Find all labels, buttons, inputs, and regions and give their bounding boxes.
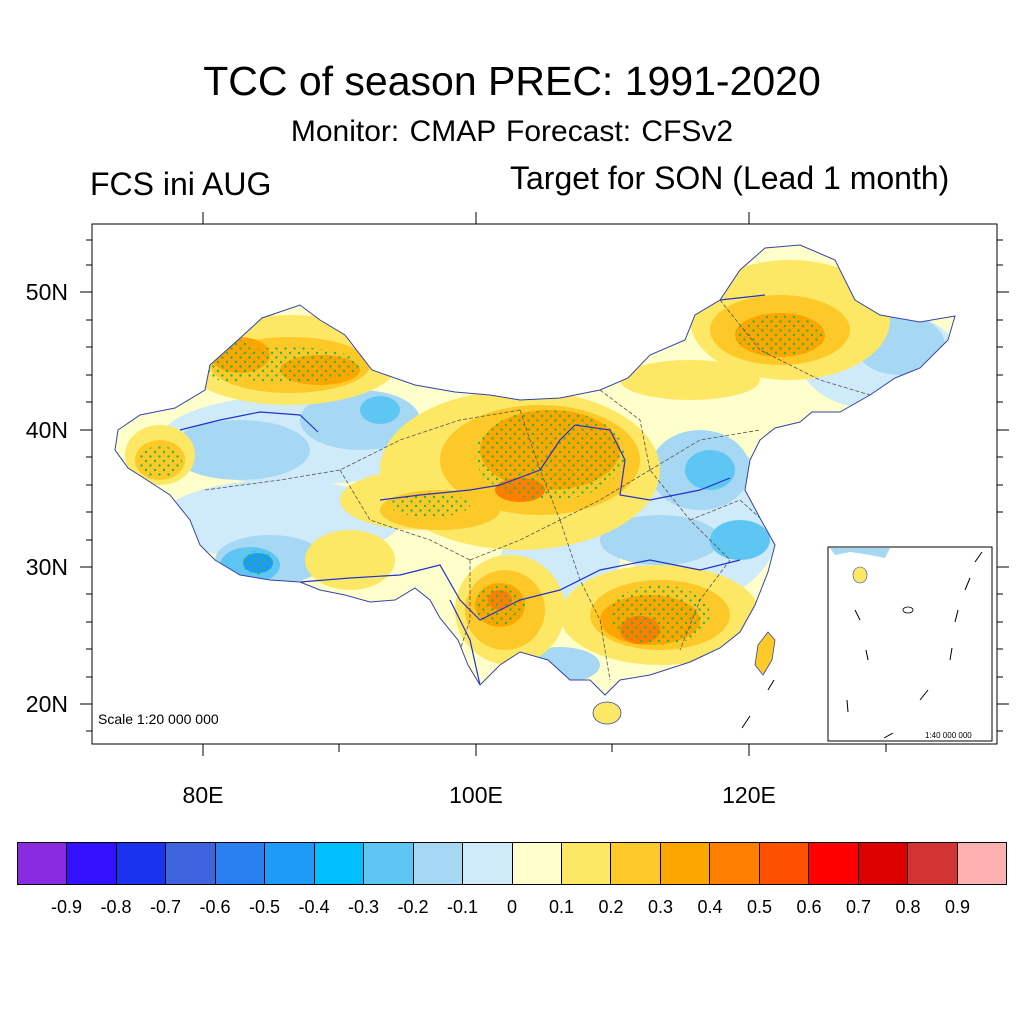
lon-label-100e: 100E: [449, 782, 503, 808]
south-china-sea-inset: [827, 546, 993, 742]
colorbar-box-5: [265, 843, 315, 884]
inset-scale-note: 1:40 000 000: [925, 731, 972, 740]
colorbar-box-11: [561, 843, 612, 884]
taiwan-island: [754, 631, 776, 676]
colorbar-label: 0.6: [796, 897, 822, 917]
colorbar-box-18: [908, 843, 958, 884]
colorbar-label: 0.9: [944, 897, 971, 917]
colorbar-label: 0.3: [647, 897, 674, 917]
colorbar-box-6: [314, 843, 365, 884]
colorbar-box-3: [166, 843, 216, 884]
colorbar-box-19: [957, 843, 1007, 884]
china-outline: [114, 244, 956, 696]
colorbar-label: 0.2: [598, 897, 624, 917]
plot-title: TCC of season PREC: 1991-2020: [203, 58, 821, 104]
colorbar-box-2: [116, 843, 167, 884]
colorbar-label: 0: [506, 897, 517, 917]
colorbar-box-15: [759, 843, 810, 884]
lat-label-50n: 50N: [25, 279, 68, 305]
colorbar-box-7: [364, 843, 414, 884]
colorbar-label: -0.9: [50, 897, 83, 917]
hainan-island: [592, 701, 622, 725]
colorbar-label: -0.2: [397, 897, 429, 917]
colorbar-box-1: [67, 843, 117, 884]
colorbar-label: 0.4: [697, 897, 723, 917]
colorbar-label: 0.8: [895, 897, 921, 917]
colorbar-label: 0.1: [548, 897, 575, 917]
colorbar-box-0: [18, 843, 68, 884]
colorbar-label: 0.7: [845, 897, 872, 917]
colorbar: [17, 842, 1007, 885]
target-season-label: Target for SON (Lead 1 month): [510, 160, 950, 196]
colorbar-label: -0.7: [149, 897, 182, 917]
china-correlation-map: [80, 212, 1009, 756]
colorbar-label: -0.6: [199, 897, 231, 917]
rivers: [179, 294, 766, 686]
colorbar-box-10: [512, 843, 562, 884]
lat-label-20n: 20N: [25, 691, 68, 717]
scale-note: Scale 1:20 000 000: [98, 711, 219, 727]
colorbar-box-9: [463, 843, 513, 884]
colorbar-box-12: [611, 843, 661, 884]
colorbar-label: 0.5: [746, 897, 773, 917]
colorbar-box-13: [660, 843, 711, 884]
lon-label-80e: 80E: [182, 782, 224, 808]
colorbar-box-8: [413, 843, 464, 884]
lon-label-120e: 120E: [722, 782, 776, 808]
colorbar-label: -0.4: [298, 897, 330, 917]
colorbar-box-14: [710, 843, 760, 884]
colorbar-box-17: [858, 843, 909, 884]
colorbar-label: -0.8: [100, 897, 132, 917]
lat-label-40n: 40N: [25, 417, 68, 443]
lat-label-30n: 30N: [25, 554, 68, 580]
colorbar-box-4: [215, 843, 266, 884]
colorbar-label: -0.3: [347, 897, 380, 917]
colorbar-box-16: [809, 843, 859, 884]
initialization-label: FCS ini AUG: [90, 166, 272, 202]
nine-dash-line: [741, 679, 775, 729]
colorbar-label: -0.5: [248, 897, 281, 917]
province-boundaries: [204, 299, 871, 681]
colorbar-label: -0.1: [446, 897, 479, 917]
axis-ticks: [80, 212, 1009, 756]
plot-subtitle: Monitor: CMAP Forecast: CFSv2: [290, 115, 734, 148]
